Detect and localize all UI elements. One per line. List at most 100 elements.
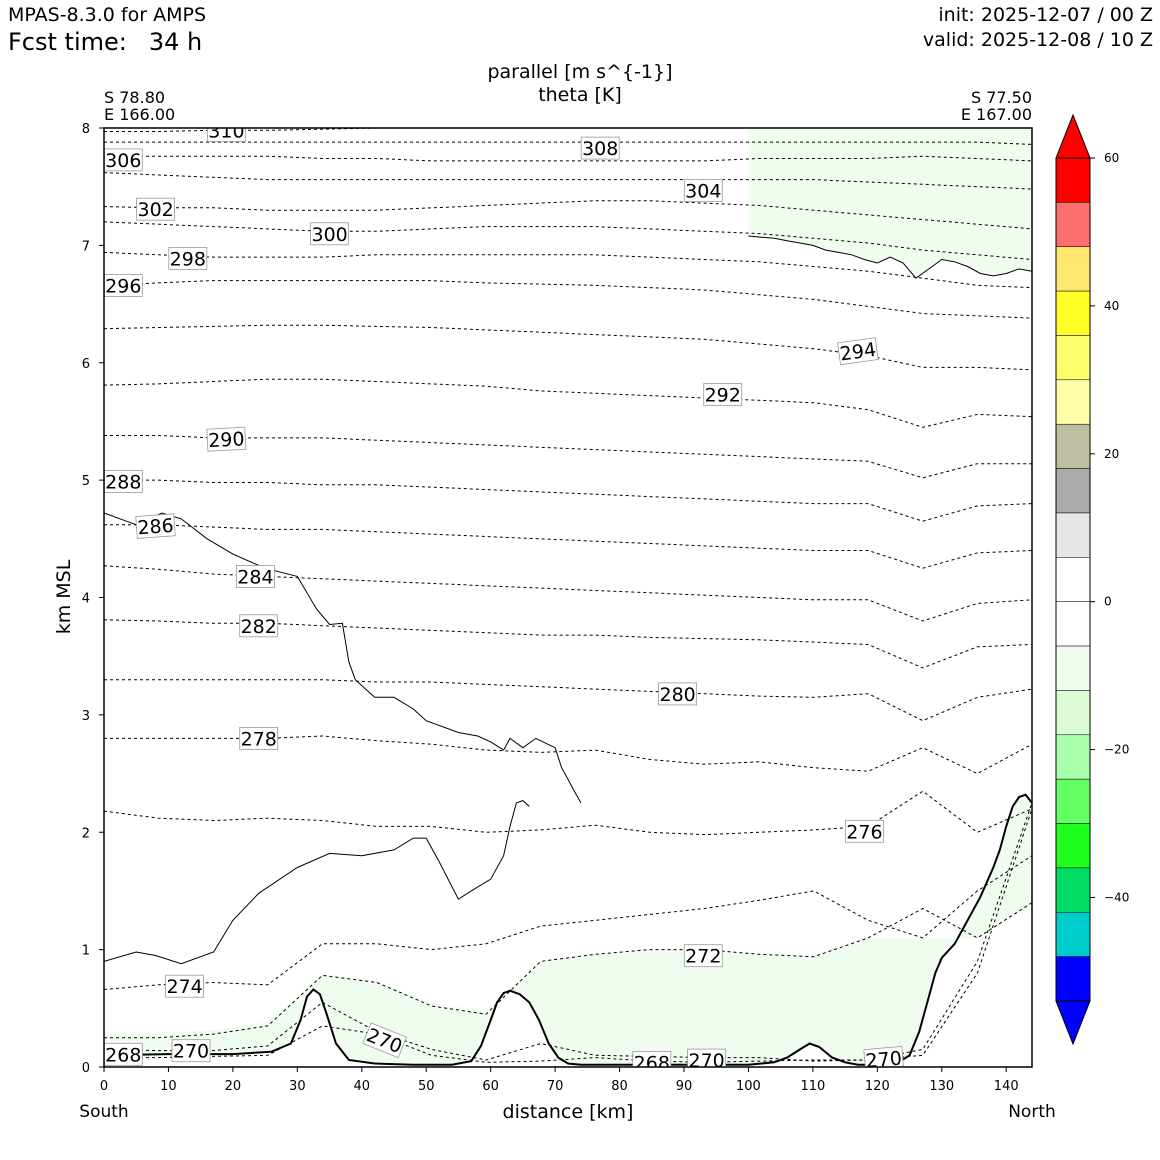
colorbar-swatch [1055,601,1091,647]
x-axis-label: distance [km] [503,1101,634,1123]
colorbar-swatch [1055,912,1091,957]
model-title: MPAS-8.3.0 for AMPS [8,4,207,26]
colorbar-swatch [1055,778,1091,824]
contour-label: 296 [105,276,141,298]
contour-label-box [845,819,884,843]
chart-title-line2: theta [K] [538,84,622,106]
colorbar-swatch [1055,557,1091,602]
contour-label-box [136,197,176,221]
colorbar-bottom-cap [1055,1000,1091,1046]
y-axis-label: km MSL [53,559,75,634]
contour-label-box [165,974,205,998]
contour-label: 284 [237,567,273,589]
x-tick-label: 110 [800,1079,825,1094]
plot-frame [103,127,1033,1068]
contour-label-group: 274 [165,974,205,998]
wind-zero-contour-upper-left [104,512,582,804]
contour-label: 272 [685,946,721,968]
theta-contour-280 [104,679,1032,722]
colorbar-swatch [1055,823,1091,869]
wind-zero-contour-upper-right [748,235,1032,279]
contour-label-group: 278 [239,727,279,751]
contour-label-box [206,426,247,452]
colorbar-swatch [1055,157,1091,203]
theta-contour-296 [104,280,1032,319]
theta-contour-294 [104,324,1032,371]
contour-label-group: 270 [171,1039,211,1063]
contour-label: 298 [170,249,206,271]
contour-label: 290 [208,428,245,452]
contour-label-box [206,128,246,142]
x-tick-label: 120 [865,1079,890,1094]
contour-label-group: 272 [683,944,723,968]
contour-label-group: 284 [235,565,275,589]
theta-contour-286 [104,524,1032,569]
colorbar-swatch [1055,290,1091,336]
contour-label: 268 [634,1053,670,1075]
colorbar-top-cap [1055,113,1091,159]
contour-label: 292 [705,385,741,407]
contour-label: 304 [685,180,721,202]
valid-time: valid: 2025-12-08 / 10 Z [922,29,1153,51]
contour-label: 288 [105,472,141,494]
contour-label-group: 270 [687,1048,726,1072]
x-tick-label: 70 [547,1079,564,1094]
theta-contour-300 [104,221,1032,260]
colorbar-tick-label: 40 [1104,299,1119,313]
contour-label-group: 302 [136,197,176,221]
theta-contour-290 [104,435,1032,479]
theta-contour-270 [104,802,1032,1062]
x-tick-label: 50 [418,1079,435,1094]
colorbar-swatch [1055,423,1091,469]
contour-label-group: 270 [863,1045,905,1067]
contour-label: 276 [846,821,882,843]
contour-label-box [310,222,350,246]
contour-label-group: 294 [837,337,879,366]
contour-label-group: 310 [206,121,246,143]
forecast-time-label: Fcst time: [8,28,127,56]
contour-label: 280 [659,684,695,706]
contour-label-group: 268 [632,1051,672,1075]
plot-area: 3103083063043023002982962942922902882862… [82,121,1033,1094]
contour-label-box [168,247,208,270]
theta-contour-304 [104,172,1032,190]
contour-label: 278 [241,729,277,751]
chart-title-line1: parallel [m s^{-1}] [487,61,672,83]
theta-contour-298 [104,251,1032,289]
x-tick-label: 80 [611,1079,628,1094]
theta-contour-274 [104,855,1032,990]
contour-label-box [235,565,275,588]
theta-contour-276 [104,790,1032,836]
theta-contour-278 [104,735,1032,775]
x-right-label: North [1008,1102,1056,1122]
contour-label-box [837,337,879,366]
colorbar-tick-label: −40 [1104,891,1129,905]
theta-contour-292 [104,378,1032,428]
colorbar-tick-label: 20 [1104,447,1119,461]
x-tick-label: 10 [160,1079,177,1094]
theta-contour-288 [104,479,1032,522]
y-tick-label: 5 [82,474,90,489]
contour-label-group: 276 [845,819,884,843]
contour-label: 300 [311,224,347,246]
colorbar-frame [1055,157,1091,1002]
contour-label: 310 [208,121,244,143]
contour-label-group: 304 [683,178,723,202]
contour-label: 270 [688,1050,724,1072]
colorbar-swatch [1055,202,1091,247]
x-tick-label: 60 [482,1079,499,1094]
plot-inner: 310 308 306 304 302 300 298 296 294 292 290 288 286 2… [104,121,1032,1075]
y-tick-label: 0 [82,1061,90,1076]
contour-label: 274 [166,976,202,998]
x-tick-label: 90 [676,1079,693,1094]
colorbar-swatch [1055,379,1091,425]
contour-label: 294 [839,339,878,366]
contour-label-group: 306 [104,148,143,172]
contour-label-group: 280 [658,682,697,706]
contour-label-group: 296 [104,274,143,298]
colorbar-swatch [1055,867,1091,913]
contour-label-box [239,727,279,750]
contour-label-group: 282 [239,614,279,638]
x-tick-label: 20 [225,1079,242,1094]
